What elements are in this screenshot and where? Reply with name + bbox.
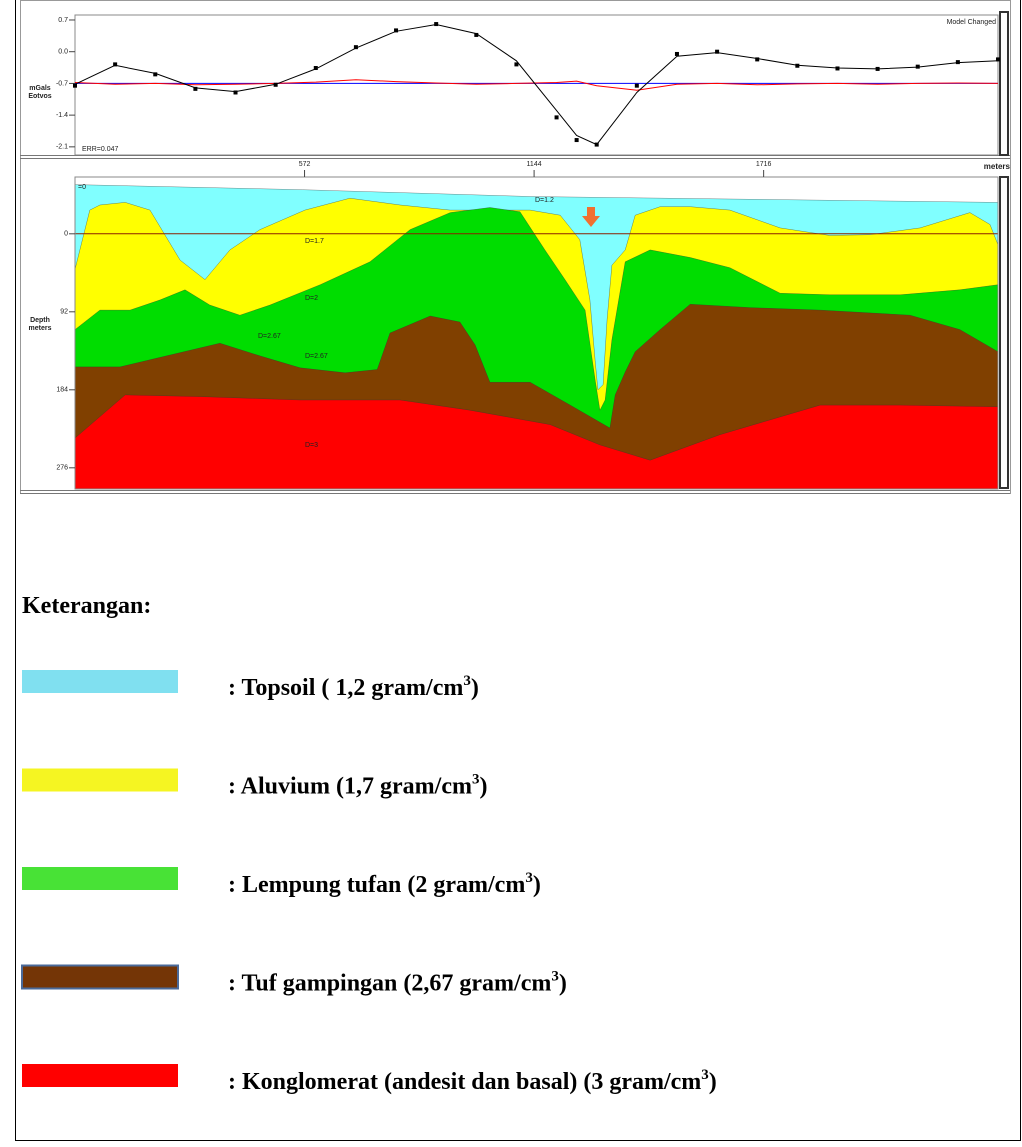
section-plot-area (74, 176, 999, 490)
legend-label: : Topsoil ( 1,2 gram/cm (228, 675, 463, 701)
observed-point (113, 62, 118, 67)
scroll-bar[interactable] (999, 11, 1009, 156)
observed-point (273, 82, 278, 87)
observed-point (875, 66, 880, 71)
legend-close: ) (471, 675, 479, 701)
y-tick-label: -0.7 (56, 80, 68, 87)
legend-text: : Konglomerat (andesit dan basal) (3 gra… (228, 1067, 717, 1095)
y-tick-label: 184 (56, 387, 68, 394)
legend-close: ) (709, 1069, 717, 1095)
legend-close: ) (479, 774, 487, 800)
legend-text: : Topsoil ( 1,2 gram/cm3) (228, 673, 479, 701)
legend-title: Keterangan: (22, 593, 151, 619)
y-tick-label: 276 (56, 465, 68, 472)
observed-point (313, 66, 318, 71)
x-tick-label: 1144 (527, 161, 542, 168)
observed-point (795, 63, 800, 68)
observed-point (574, 138, 579, 143)
y-axis-label: meters (29, 325, 52, 332)
legend-text: : Tuf gampingan (2,67 gram/cm3) (228, 969, 567, 997)
observed-point (915, 64, 920, 69)
observed-point (594, 142, 599, 147)
observed-point (835, 66, 840, 71)
observed-point (715, 49, 720, 54)
observed-point (554, 115, 559, 120)
legend-swatch (22, 1064, 178, 1087)
observed-point (353, 45, 358, 50)
scroll-bar[interactable] (999, 176, 1009, 489)
legend-superscript: 3 (551, 969, 559, 985)
observed-point (955, 60, 960, 65)
observed-point (153, 72, 158, 77)
annotation: Model Changed (947, 19, 997, 26)
legend: Keterangan:: Topsoil ( 1,2 gram/cm3): Al… (21, 593, 717, 1095)
legend-swatch (22, 768, 178, 792)
density-label: D=2.67 (258, 333, 281, 340)
legend-label: : Lempung tufan (2 gram/cm (228, 872, 525, 898)
observed-point (634, 83, 639, 88)
observed-point (193, 86, 198, 91)
observed-point (394, 28, 399, 33)
observed-point (755, 57, 760, 62)
annotation: ERR=0.047 (82, 146, 118, 153)
legend-superscript: 3 (472, 772, 480, 788)
legend-label: : Tuf gampingan (2,67 gram/cm (228, 971, 551, 997)
density-label: D=1.7 (305, 238, 324, 245)
density-label: D=2.67 (305, 353, 328, 360)
legend-swatch (21, 964, 179, 990)
density-label: D=2 (305, 295, 318, 302)
legend-label: : Aluvium (1,7 gram/cm (228, 774, 472, 800)
observed-point (73, 83, 77, 88)
density-label: D=1.2 (535, 197, 554, 204)
profile-line (74, 79, 999, 91)
observed-point (233, 90, 238, 95)
density-label: =0 (78, 184, 86, 191)
observed-point (514, 62, 519, 67)
x-tick-label: 572 (299, 161, 311, 168)
y-tick-label: 0 (64, 231, 68, 238)
legend-text: : Aluvium (1,7 gram/cm3) (228, 772, 487, 800)
observed-point (434, 22, 439, 27)
legend-close: ) (533, 872, 541, 898)
observed-point (996, 57, 1000, 62)
observed-point (674, 51, 679, 56)
x-tick-label: 1716 (756, 161, 772, 168)
legend-swatch (22, 867, 178, 890)
arrow-marker (582, 207, 600, 227)
legend-superscript: 3 (701, 1067, 709, 1083)
observed-point (474, 32, 479, 37)
legend-superscript: 3 (463, 673, 471, 689)
legend-superscript: 3 (525, 870, 533, 886)
legend-close: ) (559, 971, 567, 997)
legend-text: : Lempung tufan (2 gram/cm3) (228, 870, 541, 898)
legend-label: : Konglomerat (andesit dan basal) (3 gra… (228, 1069, 701, 1095)
y-tick-label: -1.4 (56, 112, 68, 119)
y-tick-label: -2.1 (56, 144, 68, 151)
legend-swatch (22, 670, 178, 693)
density-label: D=3 (305, 442, 318, 449)
y-tick-label: 0.0 (58, 49, 68, 56)
y-axis-label: Depth (30, 317, 50, 324)
y-tick-label: 0.7 (58, 17, 68, 24)
y-axis-label: Eotvos (28, 93, 51, 100)
y-tick-label: 92 (60, 309, 68, 316)
y-axis-label: mGals (29, 85, 51, 92)
x-axis-label: meters (984, 162, 1011, 171)
